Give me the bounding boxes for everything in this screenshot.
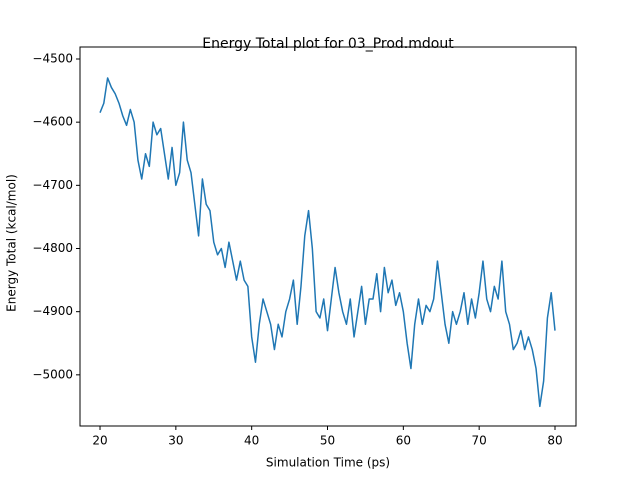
y-axis-label: Energy Total (kcal/mol)	[5, 174, 19, 312]
x-tick-label: 70	[472, 434, 487, 448]
data-line	[99, 77, 556, 408]
chart-title: Energy Total plot for 03_Prod.mdout	[202, 36, 454, 52]
x-tick-label: 40	[244, 434, 259, 448]
y-tick-label: −5000	[32, 367, 73, 381]
x-tick-label: 60	[396, 434, 411, 448]
y-tick-label: −4800	[32, 241, 73, 255]
x-tick-label: 80	[547, 434, 562, 448]
y-tick-label: −4500	[32, 52, 73, 66]
plot-frame	[79, 46, 577, 427]
x-tick-label: 30	[168, 434, 183, 448]
x-axis-label: Simulation Time (ps)	[266, 456, 390, 470]
y-tick-label: −4900	[32, 304, 73, 318]
x-tick-label: 50	[320, 434, 335, 448]
x-tick-label: 20	[92, 434, 107, 448]
y-tick-label: −4700	[32, 178, 73, 192]
y-tick-label: −4600	[32, 115, 73, 129]
